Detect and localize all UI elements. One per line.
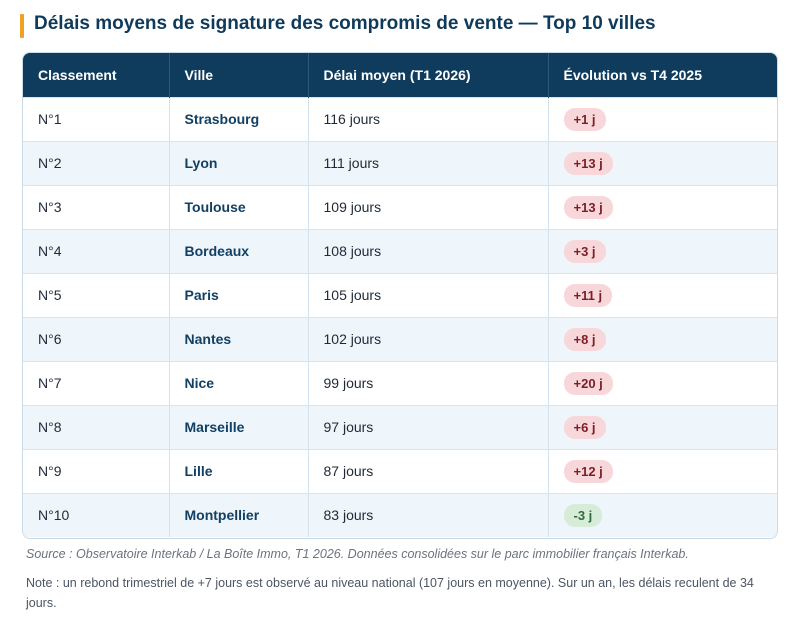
delay-cell: 105 jours [308, 272, 549, 317]
change-badge: +13 j [563, 151, 613, 175]
change-badge: +13 j [563, 195, 613, 219]
delay-cell: 111 jours [308, 140, 549, 185]
header-change: Évolution vs T4 2025 [563, 66, 703, 83]
delay-cell: 83 jours [308, 492, 549, 537]
table-row: N°4 Bordeaux 108 jours +3 j [23, 228, 777, 273]
delay-cell: 116 jours [308, 96, 549, 141]
rank-cell: N°1 [23, 96, 170, 141]
header-rank: Classement [23, 53, 170, 97]
delay-cell: 102 jours [308, 316, 549, 361]
city-cell: Lille [169, 448, 309, 493]
change-cell: +8 j [548, 316, 777, 361]
delay-cell: 87 jours [308, 448, 549, 493]
city-cell: Marseille [169, 404, 309, 449]
change-badge: +20 j [563, 371, 613, 395]
table-row: N°10 Montpellier 83 jours -3 j [23, 492, 777, 537]
change-cell: +6 j [548, 404, 777, 449]
city-cell: Strasbourg [169, 96, 309, 141]
rank-cell: N°5 [23, 272, 170, 317]
change-badge: -3 j [563, 503, 603, 527]
table-header-row: Classement Ville Délai moyen (T1 2026) É… [23, 53, 777, 97]
change-cell: +20 j [548, 360, 777, 405]
change-cell: -3 j [548, 492, 777, 537]
rank-cell: N°8 [23, 404, 170, 449]
change-cell: +3 j [548, 228, 777, 273]
table-row: N°2 Lyon 111 jours +13 j [23, 140, 777, 185]
city-cell: Paris [169, 272, 309, 317]
ranking-table: Classement Ville Délai moyen (T1 2026) É… [23, 53, 777, 537]
city-cell: Nantes [169, 316, 309, 361]
city-cell: Bordeaux [169, 228, 309, 273]
change-cell: +12 j [548, 448, 777, 493]
rank-cell: N°9 [23, 448, 170, 493]
footnote: Note : un rebond trimestriel de +7 jours… [26, 576, 754, 610]
delay-cell: 97 jours [308, 404, 549, 449]
change-cell: +13 j [548, 184, 777, 229]
rank-cell: N°7 [23, 360, 170, 405]
table-row: N°6 Nantes 102 jours +8 j [23, 316, 777, 361]
change-badge: +12 j [563, 459, 613, 483]
city-cell: Lyon [169, 140, 309, 185]
title-accent-bar [20, 14, 24, 38]
change-cell: +13 j [548, 140, 777, 185]
city-cell: Nice [169, 360, 309, 405]
rank-cell: N°2 [23, 140, 170, 185]
table-row: N°9 Lille 87 jours +12 j [23, 448, 777, 493]
city-cell: Montpellier [169, 492, 309, 537]
change-cell: +1 j [548, 96, 777, 141]
table-row: N°5 Paris 105 jours +11 j [23, 272, 777, 317]
delay-cell: 109 jours [308, 184, 549, 229]
header-city: Ville [169, 53, 309, 97]
city-cell: Toulouse [169, 184, 309, 229]
table-row: N°8 Marseille 97 jours +6 j [23, 404, 777, 449]
change-badge: +6 j [563, 415, 606, 439]
delay-cell: 108 jours [308, 228, 549, 273]
table-row: N°3 Toulouse 109 jours +13 j [23, 184, 777, 229]
page-title: Délais moyens de signature des compromis… [34, 13, 656, 34]
table-body: N°1 Strasbourg 116 jours +1 j N°2 Lyon 111 jou… [23, 96, 777, 537]
change-badge: +1 j [563, 107, 606, 131]
header-delay: Délai moyen (T1 2026) [308, 53, 549, 97]
table-row: N°7 Nice 99 jours +20 j [23, 360, 777, 405]
rank-cell: N°10 [23, 492, 170, 537]
change-badge: +3 j [563, 239, 606, 263]
delay-cell: 99 jours [308, 360, 549, 405]
change-cell: +11 j [548, 272, 777, 317]
change-badge: +8 j [563, 327, 606, 351]
rank-cell: N°4 [23, 228, 170, 273]
rank-cell: N°3 [23, 184, 170, 229]
change-badge: +11 j [563, 283, 613, 307]
table-row: N°1 Strasbourg 116 jours +1 j [23, 96, 777, 141]
source-note: Source : Observatoire Interkab / La Boît… [26, 547, 689, 561]
ranking-table-container: Classement Ville Délai moyen (T1 2026) É… [22, 52, 778, 539]
rank-cell: N°6 [23, 316, 170, 361]
